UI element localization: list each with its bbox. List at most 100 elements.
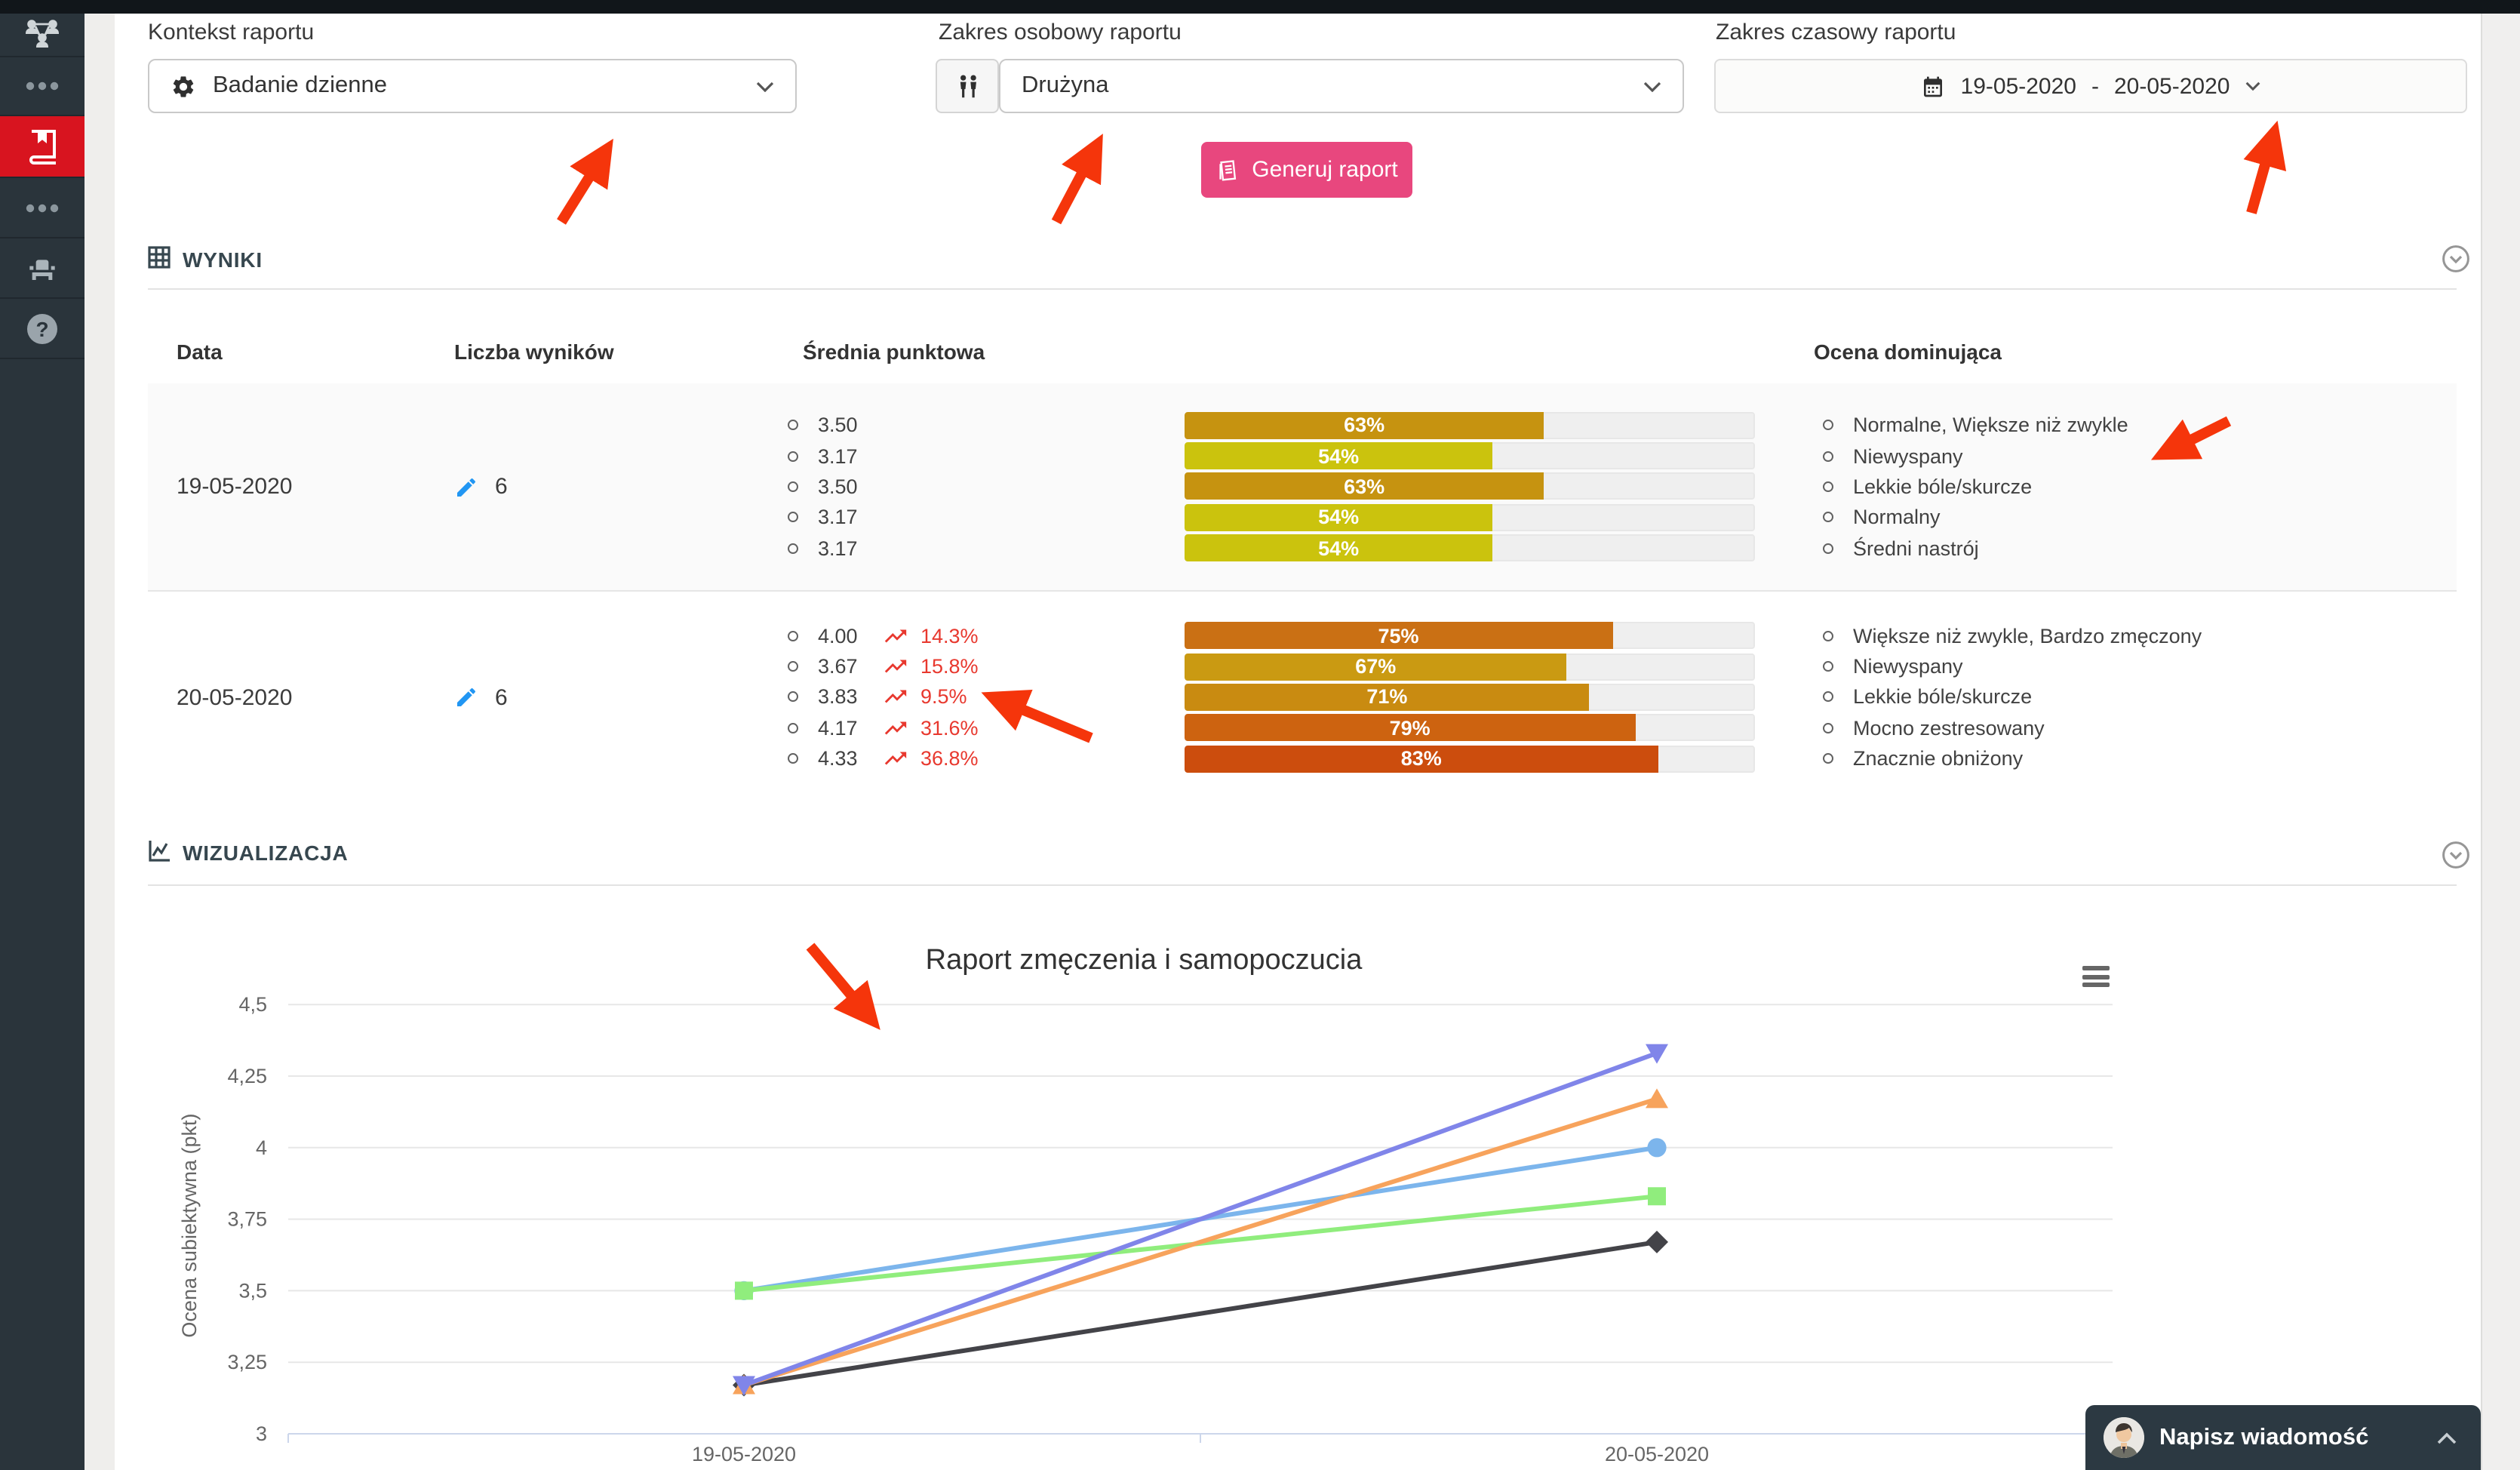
date-range-to: 20-05-2020 (2114, 73, 2230, 99)
help-icon: ? (27, 313, 57, 343)
score-item: 3.17 (788, 502, 1180, 533)
pencil-icon[interactable] (454, 475, 478, 499)
personal-filter-value: Drużyna (1022, 72, 1109, 98)
row-count: 6 (454, 592, 508, 803)
bullet-icon (1823, 753, 1833, 764)
dominant-list: Większe niż zwykle, Bardzo zmęczony Niewy… (1823, 620, 2457, 774)
dominant-item: Lekkie bóle/skurcze (1823, 682, 2457, 713)
score-item: 3.67 15.8% (788, 651, 1180, 682)
people-icon (959, 74, 976, 97)
date-range-from: 19-05-2020 (1960, 73, 2076, 99)
score-list: 3.50 3.17 3.50 3.17 3.17 (788, 410, 1180, 564)
results-section-title: WYNIKI (183, 248, 263, 272)
bullet-icon (1823, 481, 1833, 492)
score-item: 3.17 (788, 441, 1180, 472)
dominant-item: Mocno zestresowany (1823, 712, 2457, 743)
generate-report-button[interactable]: Generuj raport (1201, 142, 1412, 198)
dominant-item: Niewyspany (1823, 651, 2457, 682)
org-chart-icon (25, 20, 60, 48)
sidebar: ? (0, 14, 85, 1470)
percent-bar: 71% (1185, 682, 1755, 713)
bar-list: 75% 67% 71% 79% 83% (1185, 620, 1755, 774)
bullet-icon (788, 722, 798, 733)
bullet-icon (1823, 630, 1833, 641)
top-bar (0, 0, 2520, 14)
table-row: 20-05-2020 6 4.00 14.3% 3.67 15.8% 3.83 9.5% 4… (148, 590, 2457, 803)
pencil-icon[interactable] (454, 685, 478, 709)
visualization-divider (148, 884, 2457, 886)
chart-title: Raport zmęczenia i samopoczucia (925, 945, 1363, 976)
bullet-icon (788, 630, 798, 641)
sidebar-item-reports[interactable] (0, 116, 85, 178)
column-header-average: Średnia punktowa (803, 340, 985, 364)
score-item: 3.17 (788, 533, 1180, 564)
column-header-count: Liczba wyników (454, 340, 614, 364)
table-icon (148, 246, 171, 269)
bullet-icon (788, 481, 798, 492)
date-range-picker[interactable]: 19-05-2020 - 20-05-2020 (1714, 59, 2467, 113)
scrollbar-track[interactable] (2481, 14, 2520, 1470)
personal-filter-select[interactable]: Drużyna (999, 59, 1684, 113)
bullet-icon (1823, 451, 1833, 462)
score-item: 3.50 (788, 410, 1180, 441)
generate-report-label: Generuj raport (1252, 157, 1398, 183)
score-item: 3.83 9.5% (788, 682, 1180, 713)
chat-widget[interactable]: Napisz wiadomość (2085, 1405, 2481, 1470)
sidebar-item-structure[interactable] (0, 14, 85, 57)
ellipsis-icon (26, 81, 59, 91)
score-item: 3.50 (788, 472, 1180, 503)
y-tick-label: 3,75 (227, 1208, 267, 1231)
chart-menu-icon[interactable] (2082, 966, 2110, 992)
avatar (2104, 1417, 2144, 1458)
bullet-icon (1823, 691, 1833, 703)
chevron-down-icon (1643, 81, 1661, 91)
row-date: 19-05-2020 (177, 474, 293, 500)
gear-icon (173, 75, 194, 97)
sidebar-item-more-top[interactable] (0, 57, 85, 116)
time-filter-label: Zakres czasowy raportu (1716, 20, 1956, 45)
bullet-icon (788, 753, 798, 764)
bullet-icon (788, 543, 798, 554)
table-row: 19-05-2020 6 3.50 3.17 3.50 3.17 3.17 63% 54%… (148, 383, 2457, 590)
collapse-results-icon[interactable] (2442, 244, 2470, 273)
results-divider (148, 288, 2457, 290)
sidebar-item-help[interactable]: ? (0, 299, 85, 359)
y-tick-label: 4 (256, 1136, 267, 1159)
personal-filter-icon-box (936, 59, 999, 113)
dominant-item: Lekkie bóle/skurcze (1823, 472, 2457, 503)
calendar-icon (1924, 75, 1943, 97)
dominant-item: Znacznie obniżony (1823, 743, 2457, 774)
percent-bar: 54% (1185, 502, 1755, 533)
collapse-visualization-icon[interactable] (2442, 841, 2470, 869)
report-icon (1219, 159, 1236, 180)
y-tick-label: 3 (256, 1422, 267, 1445)
bar-list: 63% 54% 63% 54% 54% (1185, 410, 1755, 564)
percent-bar: 75% (1185, 620, 1755, 651)
dominant-list: Normalne, Większe niż zwykle Niewyspany Le… (1823, 410, 2457, 564)
sidebar-item-more-bottom[interactable] (0, 178, 85, 238)
trend-up-icon (884, 721, 907, 735)
column-header-data: Data (177, 340, 223, 364)
line-chart-icon (149, 841, 170, 862)
bullet-icon (788, 691, 798, 703)
score-item: 4.17 31.6% (788, 712, 1180, 743)
y-tick-label: 4,5 (238, 993, 267, 1016)
trend-up-icon (884, 752, 907, 766)
chevron-down-icon (2245, 81, 2260, 91)
percent-bar: 67% (1185, 651, 1755, 682)
percent-bar: 79% (1185, 712, 1755, 743)
context-filter-select[interactable]: Badanie dzienne (148, 59, 797, 113)
dominant-item: Normalny (1823, 502, 2457, 533)
dominant-item: Niewyspany (1823, 441, 2457, 472)
score-list: 4.00 14.3% 3.67 15.8% 3.83 9.5% 4.17 31.6% 4.33 3… (788, 620, 1180, 774)
sidebar-item-lounge[interactable] (0, 238, 85, 299)
bullet-icon (1823, 543, 1833, 554)
chevron-up-icon[interactable] (2437, 1432, 2457, 1444)
bullet-icon (1823, 661, 1833, 672)
y-tick-label: 4,25 (227, 1065, 267, 1087)
percent-bar: 63% (1185, 472, 1755, 503)
dominant-item: Średni nastrój (1823, 533, 2457, 564)
y-tick-label: 3,25 (227, 1351, 267, 1373)
